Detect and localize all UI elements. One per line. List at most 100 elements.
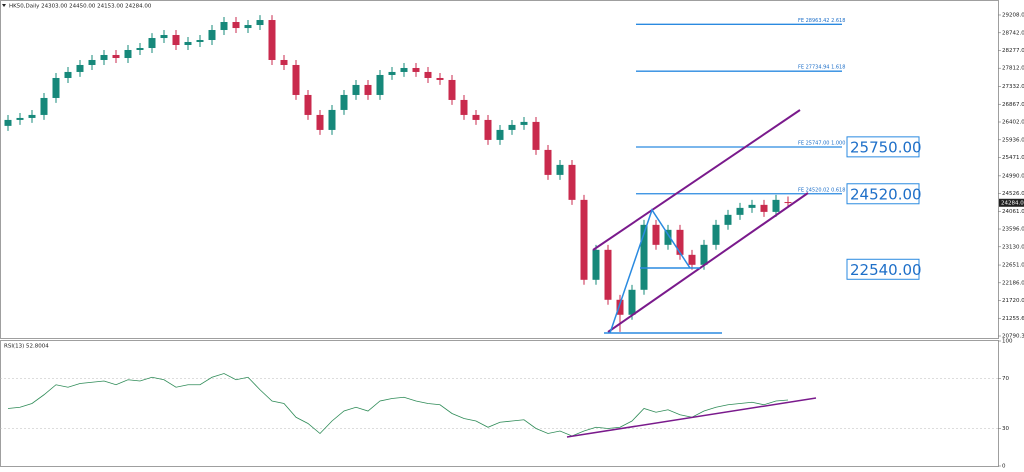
- candle-body: [388, 71, 396, 75]
- candle-body: [112, 54, 120, 59]
- candle-body: [688, 254, 696, 265]
- y-tick-label: 22651.00: [1002, 263, 1024, 269]
- last-price-box: [999, 198, 1024, 207]
- y-tick-label: 25936.00: [1002, 137, 1024, 143]
- y-tick-label: 29208.00: [1002, 12, 1024, 18]
- annotations: [566, 109, 817, 438]
- candle-body: [352, 84, 360, 95]
- fib-label: FE 28963.42 2.618: [798, 18, 845, 24]
- candle-body: [640, 224, 648, 290]
- y-tick-label: 25471.00: [1002, 155, 1024, 161]
- fib-label: FE 27734.94 1.618: [798, 65, 845, 71]
- rsi-panel-frame: [0, 340, 999, 467]
- y-tick-label: 100: [1002, 339, 1013, 345]
- candle-body: [436, 77, 444, 80]
- candle-body: [760, 204, 768, 212]
- candle-body: [628, 289, 636, 315]
- y-tick-label: 28277.00: [1002, 48, 1024, 54]
- candle-body: [724, 214, 732, 225]
- candle-body: [184, 41, 192, 46]
- candle-body: [88, 59, 96, 65]
- candle-body: [196, 40, 204, 42]
- candle-body: [448, 79, 456, 100]
- menu-arrow: [2, 4, 6, 7]
- candle-body: [472, 114, 480, 120]
- candle-body: [64, 71, 72, 78]
- price-label-box: [846, 183, 920, 205]
- candle-body: [784, 202, 792, 204]
- candle-body: [100, 54, 108, 60]
- candle-body: [460, 99, 468, 115]
- y-tick-label: 27332.00: [1002, 84, 1024, 90]
- candle-body: [400, 67, 408, 72]
- candle-body: [76, 64, 84, 72]
- y-tick-label: 24526.00: [1002, 191, 1024, 197]
- candle-body: [412, 67, 420, 72]
- y-tick-label: 27812.00: [1002, 66, 1024, 72]
- y-tick-label: 0: [1002, 464, 1006, 470]
- y-tick-label: 24061.00: [1002, 209, 1024, 215]
- main-layer: 29208.00 28742.00 28277.00 27812.00 27332.00…: [0, 12, 1024, 470]
- candle-body: [556, 164, 564, 175]
- y-tick-label: 30: [1002, 426, 1009, 432]
- y-tick-label: 26867.00: [1002, 102, 1024, 108]
- price-label: 25750.00: [850, 138, 922, 156]
- frame: [0, 0, 999, 467]
- candle-body: [748, 204, 756, 208]
- fib-label: FE 25747.00 1.000: [798, 140, 845, 146]
- price-label: 22540.00: [850, 261, 922, 279]
- rsi-line: [7, 373, 789, 437]
- candle-body: [232, 22, 240, 29]
- candle-body: [424, 71, 432, 78]
- y-tick-label: 26402.00: [1002, 119, 1024, 125]
- candle-body: [700, 244, 708, 265]
- candle-body: [712, 224, 720, 245]
- candle-body: [280, 59, 288, 65]
- candle-body: [652, 224, 660, 245]
- y-tick-label: 21720.00: [1002, 298, 1024, 304]
- candle-body: [592, 249, 600, 280]
- candle-body: [364, 84, 372, 95]
- fib-label: FE 24520.02 0.618: [798, 187, 845, 193]
- candle-body: [244, 25, 252, 29]
- y-tick-label: 21255.60: [1002, 316, 1024, 322]
- last-price-label: 24284.00: [1001, 200, 1024, 206]
- candle-body: [676, 229, 684, 255]
- price-label-box: [846, 136, 920, 158]
- candle-body: [256, 20, 264, 26]
- chart-title: HK50,Daily 24303.00 24450.00 24153.00 24…: [9, 4, 152, 10]
- candle-body: [28, 114, 36, 118]
- candle-body: [772, 199, 780, 212]
- candle-body: [52, 77, 60, 98]
- candle-body: [664, 229, 672, 245]
- channel-upper: [592, 109, 801, 251]
- candle-body: [520, 121, 528, 125]
- candle-body: [148, 38, 156, 49]
- candle-body: [16, 117, 24, 120]
- candle-body: [4, 119, 12, 126]
- candle-body: [376, 74, 384, 95]
- candle-body: [568, 164, 576, 200]
- y-tick-label: 22186.00: [1002, 280, 1024, 286]
- candle-body: [208, 30, 216, 41]
- candle-body: [532, 121, 540, 150]
- candle-body: [328, 109, 336, 130]
- price-label: 24520.00: [850, 185, 922, 203]
- y-tick-label: 23130.00: [1002, 244, 1024, 250]
- y-tick-label: 28742.00: [1002, 30, 1024, 36]
- candle-body: [508, 124, 516, 130]
- rsi-trendline: [566, 397, 817, 438]
- candle-body: [340, 94, 348, 110]
- candle-body: [304, 94, 312, 115]
- candle-body: [544, 149, 552, 175]
- candle-body: [580, 199, 588, 280]
- candle-body: [736, 207, 744, 215]
- fib-swing: [609, 208, 691, 334]
- candle-body: [220, 22, 228, 31]
- y-tick-label: 23596.00: [1002, 227, 1024, 233]
- candle-body: [496, 129, 504, 140]
- candle-body: [268, 20, 276, 60]
- label-layer: 25750.00 24520.00 22540.00 24284.00: [846, 136, 1024, 280]
